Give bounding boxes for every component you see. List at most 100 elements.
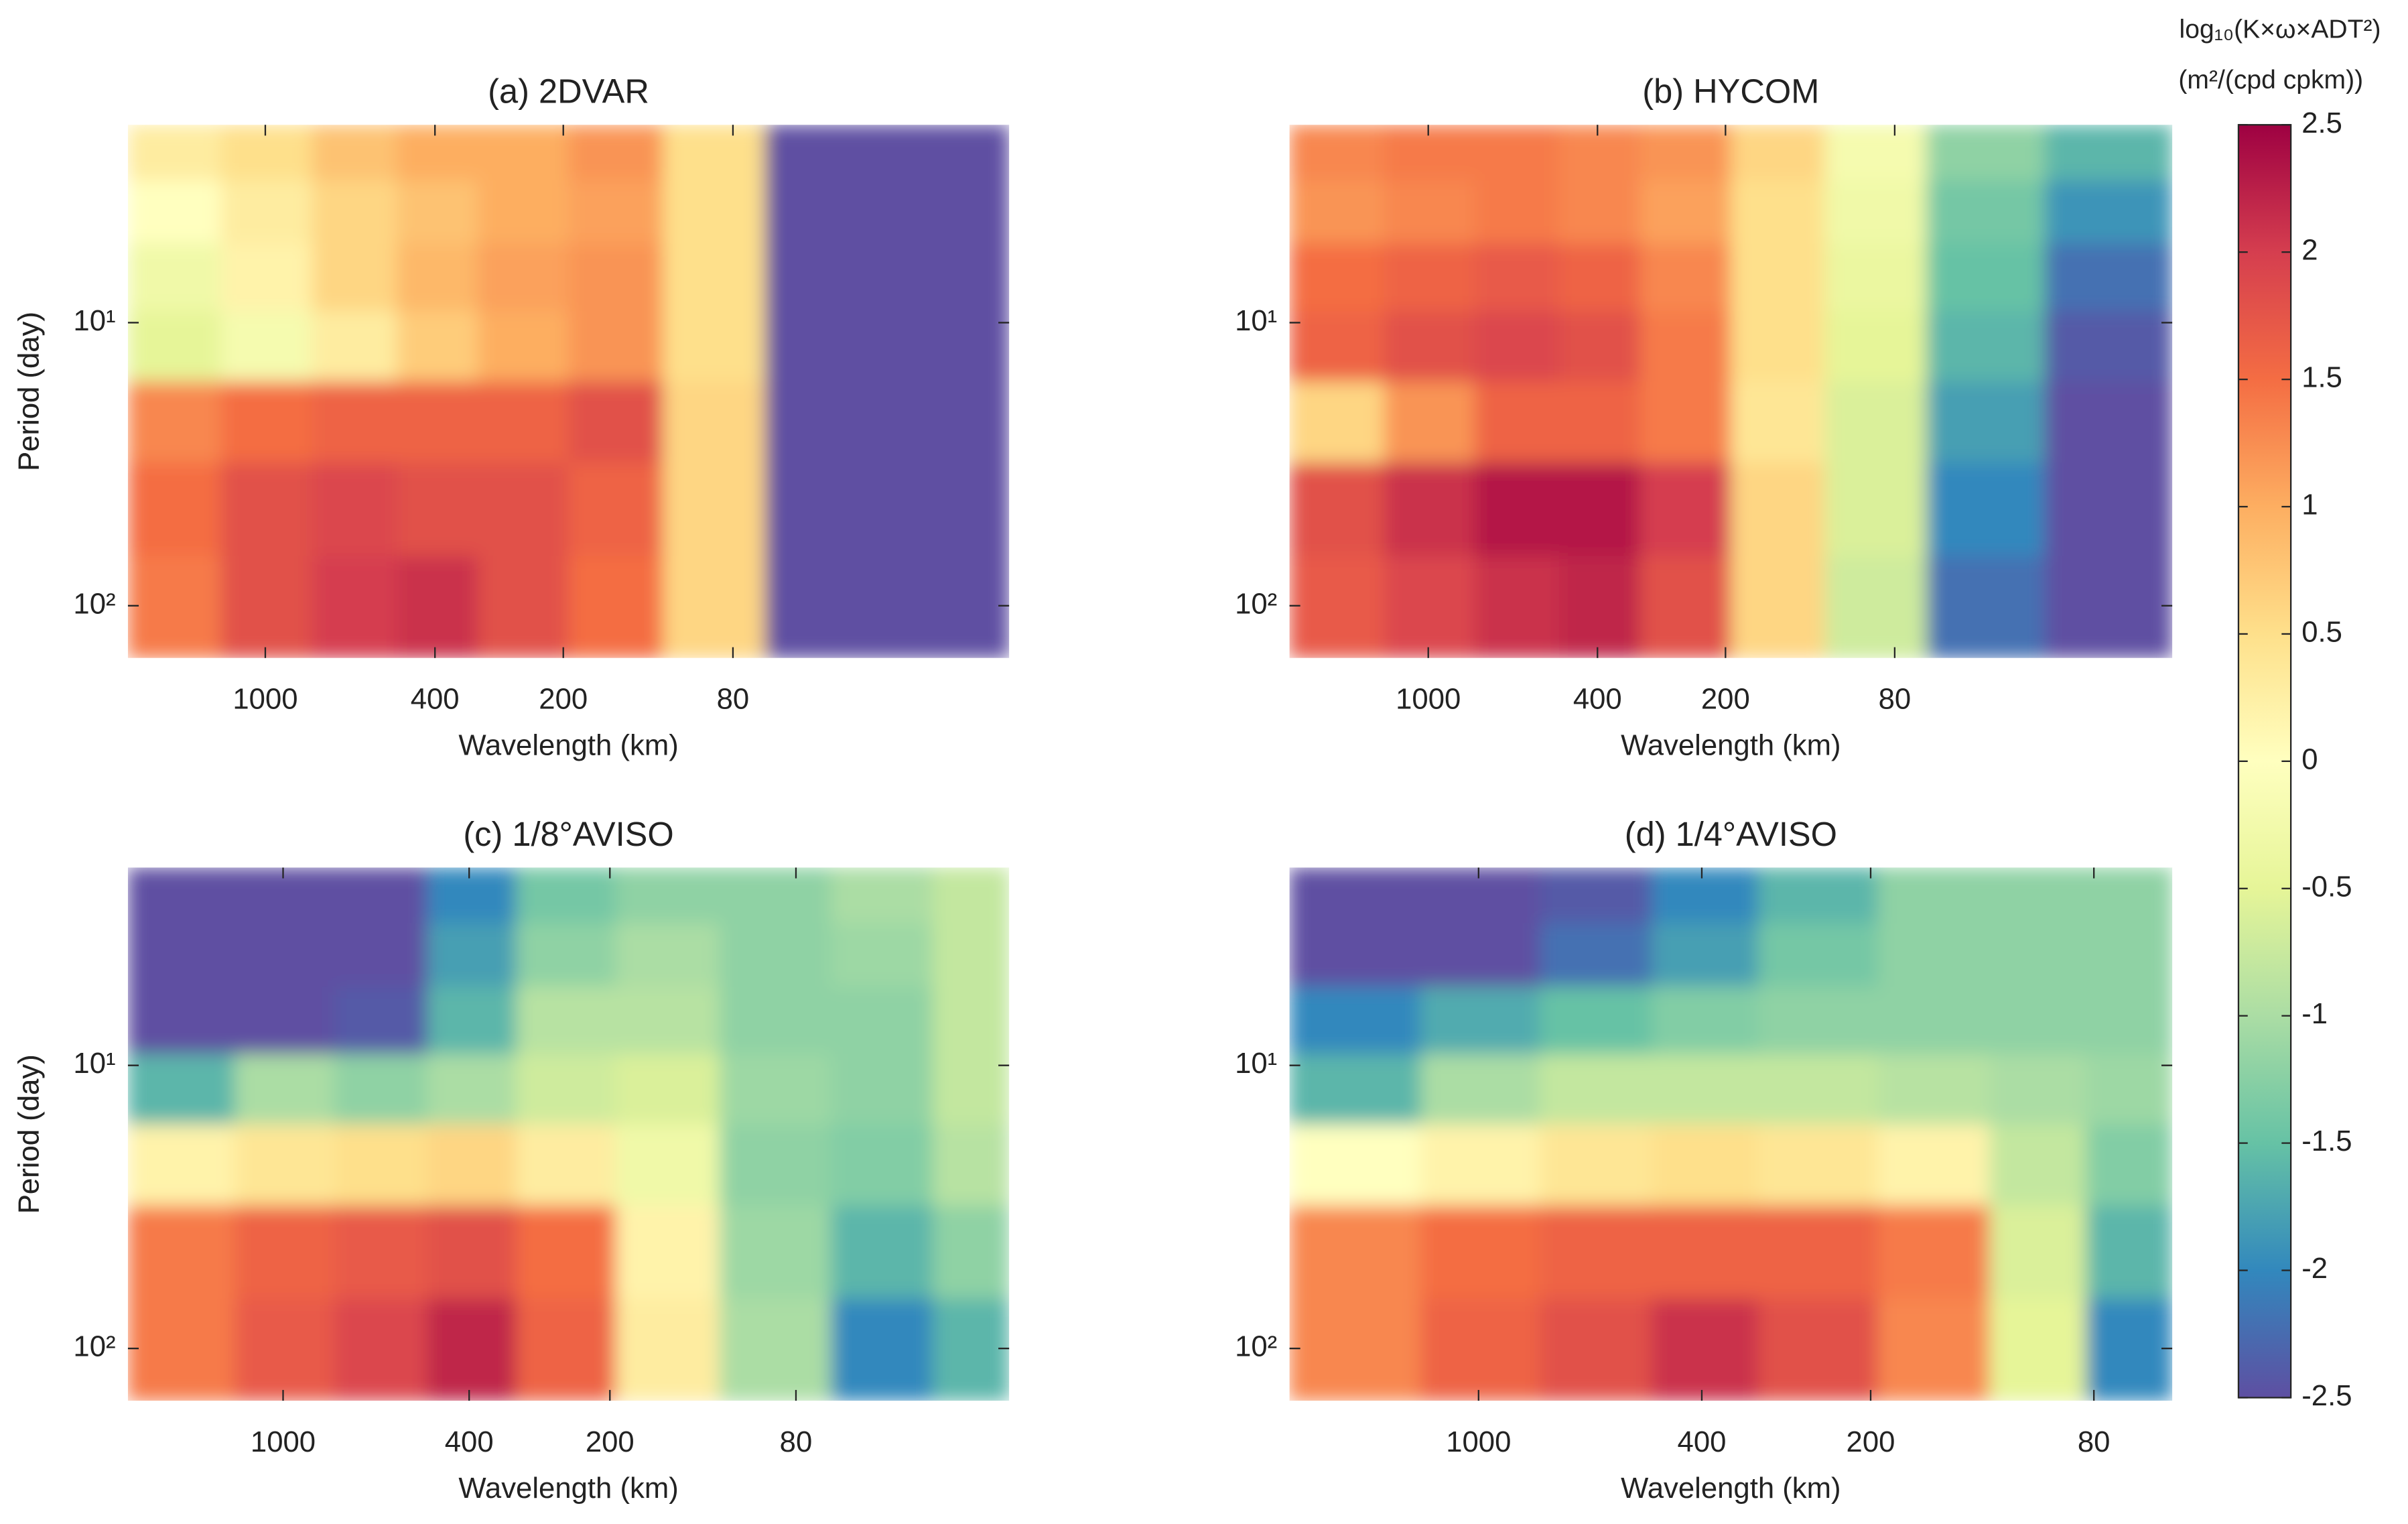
heatmap-cell: [568, 311, 665, 383]
heatmap-cell: [397, 556, 480, 658]
heatmap-cell: [2044, 125, 2173, 182]
heatmap-cell: [1640, 556, 1733, 658]
heatmap-cell: [1474, 311, 1561, 383]
heatmap-cell: [1731, 125, 1827, 182]
heatmap-cell: [1420, 986, 1542, 1056]
heatmap-cell: [1824, 311, 1928, 383]
heatmap-cell: [883, 556, 1010, 658]
y-axis-label: Period (day): [13, 1054, 46, 1214]
heatmap-cell: [1989, 1298, 2088, 1401]
heatmap-cell: [1640, 180, 1733, 245]
heatmap-cell: [235, 1124, 336, 1208]
colorbar-tick-label: 0: [2301, 743, 2318, 775]
heatmap-cell: [127, 462, 223, 558]
heatmap-cell: [334, 1205, 429, 1300]
heatmap-cell: [831, 1054, 935, 1126]
heatmap-cell: [1420, 1054, 1542, 1126]
heatmap-cell: [1989, 923, 2088, 989]
heatmap-cell: [568, 462, 665, 558]
heatmap-cell: [1926, 311, 2047, 383]
heatmap-cell: [516, 1124, 618, 1208]
x-axis-label: Wavelength (km): [1621, 729, 1841, 762]
x-tick-label: 400: [1678, 1425, 1727, 1458]
heatmap-cell: [397, 243, 480, 313]
heatmap-cell: [1540, 986, 1654, 1056]
heatmap-cell: [933, 923, 1010, 989]
heatmap-cell: [127, 986, 237, 1056]
heatmap-cell: [933, 1205, 1010, 1300]
heatmap-cell: [516, 923, 618, 989]
heatmap-cell: [427, 923, 518, 989]
x-tick-label: 1000: [1396, 683, 1461, 716]
heatmap-cell: [615, 986, 722, 1056]
x-axis-label: Wavelength (km): [1621, 1472, 1841, 1505]
heatmap-cell: [764, 556, 885, 658]
heatmap-cell: [1289, 243, 1386, 313]
colorbar-tick-label: -0.5: [2301, 870, 2352, 903]
heatmap-cell: [1652, 867, 1760, 925]
heatmap-cell: [127, 1298, 237, 1401]
heatmap-cell: [127, 923, 237, 989]
cells: [127, 867, 1010, 1401]
x-tick-label: 200: [586, 1425, 634, 1458]
heatmap-cell: [427, 1205, 518, 1300]
heatmap-cell: [1640, 462, 1733, 558]
heatmap-cell: [334, 923, 429, 989]
heatmap-cell: [1474, 243, 1561, 313]
heatmap-cell: [663, 125, 766, 182]
heatmap: [127, 867, 1010, 1401]
heatmap-cell: [427, 867, 518, 925]
heatmap-cell: [1877, 923, 1991, 989]
heatmap-cell: [2044, 311, 2173, 383]
heatmap-cell: [235, 1298, 336, 1401]
heatmap-cell: [1926, 462, 2047, 558]
heatmap-cell: [2086, 867, 2173, 925]
heatmap-cell: [831, 923, 935, 989]
heatmap-cell: [1559, 381, 1642, 464]
heatmap-cell: [1474, 180, 1561, 245]
colorbar-label: (m²/(cpd cpkm)): [2178, 66, 2363, 94]
y-tick-label: 10¹: [1235, 1047, 1277, 1080]
heatmap-cell: [883, 381, 1010, 464]
heatmap-cell: [883, 462, 1010, 558]
heatmap-cell: [2086, 1298, 2173, 1401]
heatmap-cell: [2086, 1054, 2173, 1126]
heatmap-cell: [1824, 462, 1928, 558]
heatmap-cell: [1474, 125, 1561, 182]
heatmap-cell: [1652, 986, 1760, 1056]
heatmap-cell: [1652, 1298, 1760, 1401]
heatmap-cell: [1640, 311, 1733, 383]
heatmap-cell: [1926, 243, 2047, 313]
heatmap-cell: [883, 125, 1010, 182]
heatmap-cell: [1652, 1205, 1760, 1300]
heatmap-cell: [1540, 1124, 1654, 1208]
heatmap-cell: [312, 180, 399, 245]
heatmap-cell: [127, 125, 223, 182]
heatmap-cell: [312, 311, 399, 383]
heatmap-cell: [1758, 986, 1879, 1056]
heatmap-cell: [1474, 462, 1561, 558]
heatmap-cell: [127, 1205, 237, 1300]
heatmap-cell: [1289, 1205, 1422, 1300]
heatmap-cell: [1758, 867, 1879, 925]
heatmap-cell: [719, 923, 833, 989]
heatmap-cell: [1989, 1124, 2088, 1208]
x-tick-label: 400: [1573, 683, 1622, 716]
heatmap-cell: [2044, 381, 2173, 464]
heatmap-cell: [1289, 556, 1386, 658]
heatmap-cell: [1420, 1124, 1542, 1208]
heatmap-cell: [1384, 125, 1477, 182]
x-tick-label: 200: [539, 683, 588, 716]
heatmap-cell: [831, 1298, 935, 1401]
panel-title: (a) 2DVAR: [488, 72, 649, 111]
heatmap-cell: [477, 243, 570, 313]
heatmap-cell: [1559, 311, 1642, 383]
heatmap-cell: [1384, 381, 1477, 464]
heatmap-cell: [1474, 556, 1561, 658]
heatmap-cell: [516, 1298, 618, 1401]
heatmap-cell: [1384, 556, 1477, 658]
heatmap-cell: [1540, 923, 1654, 989]
heatmap-cell: [1926, 125, 2047, 182]
heatmap-cell: [764, 462, 885, 558]
heatmap-cell: [933, 1298, 1010, 1401]
